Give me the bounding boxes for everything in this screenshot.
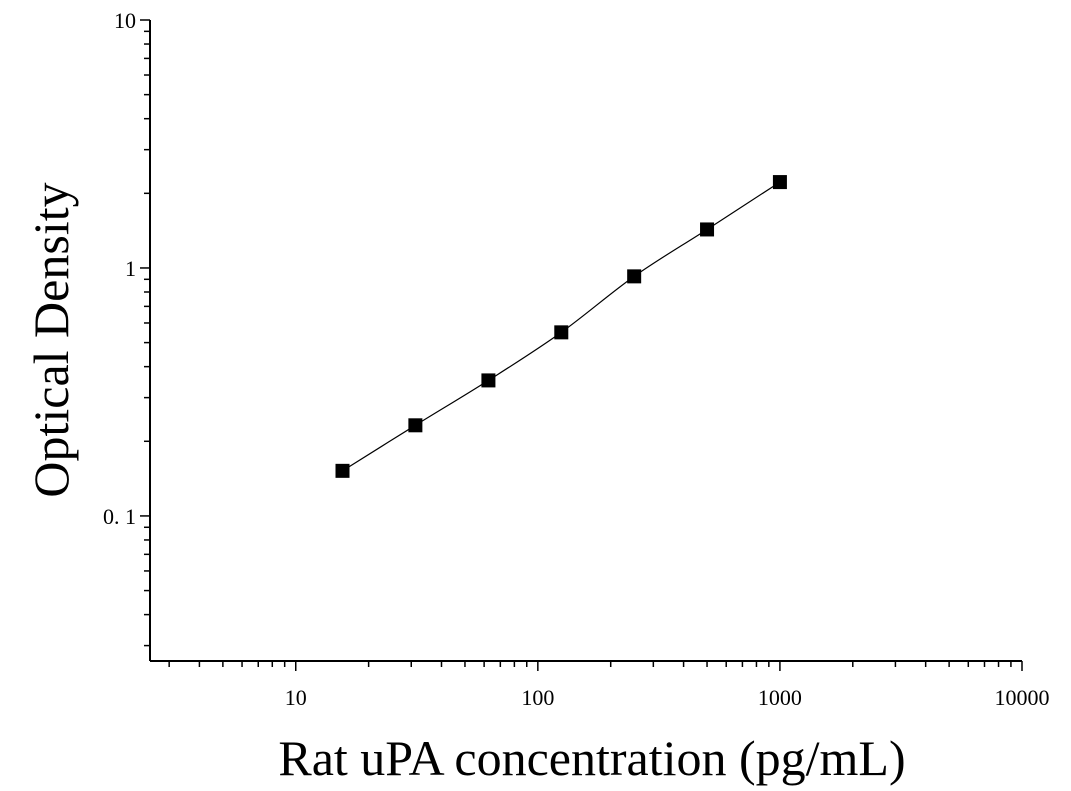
axes: 10 100 1000 10000 0. 1 1 10	[103, 8, 1050, 710]
data-points	[335, 175, 787, 478]
x-axis-title: Rat uPA concentration (pg/mL)	[278, 730, 905, 786]
x-tick-label: 10	[285, 685, 307, 710]
data-point-marker	[481, 373, 496, 388]
y-tick-label: 1	[125, 256, 136, 281]
y-tick-label: 10	[114, 8, 136, 33]
x-tick-label: 1000	[758, 685, 802, 710]
y-tick-label: 0. 1	[103, 504, 136, 529]
data-point-marker	[627, 269, 642, 284]
x-tick-label: 10000	[995, 685, 1050, 710]
data-point-marker	[772, 175, 787, 190]
x-tick-label: 100	[521, 685, 554, 710]
y-axis-title: Optical Density	[23, 182, 79, 497]
data-point-marker	[335, 463, 350, 478]
data-point-marker	[700, 222, 715, 237]
data-point-marker	[554, 325, 569, 340]
data-point-marker	[408, 418, 423, 433]
